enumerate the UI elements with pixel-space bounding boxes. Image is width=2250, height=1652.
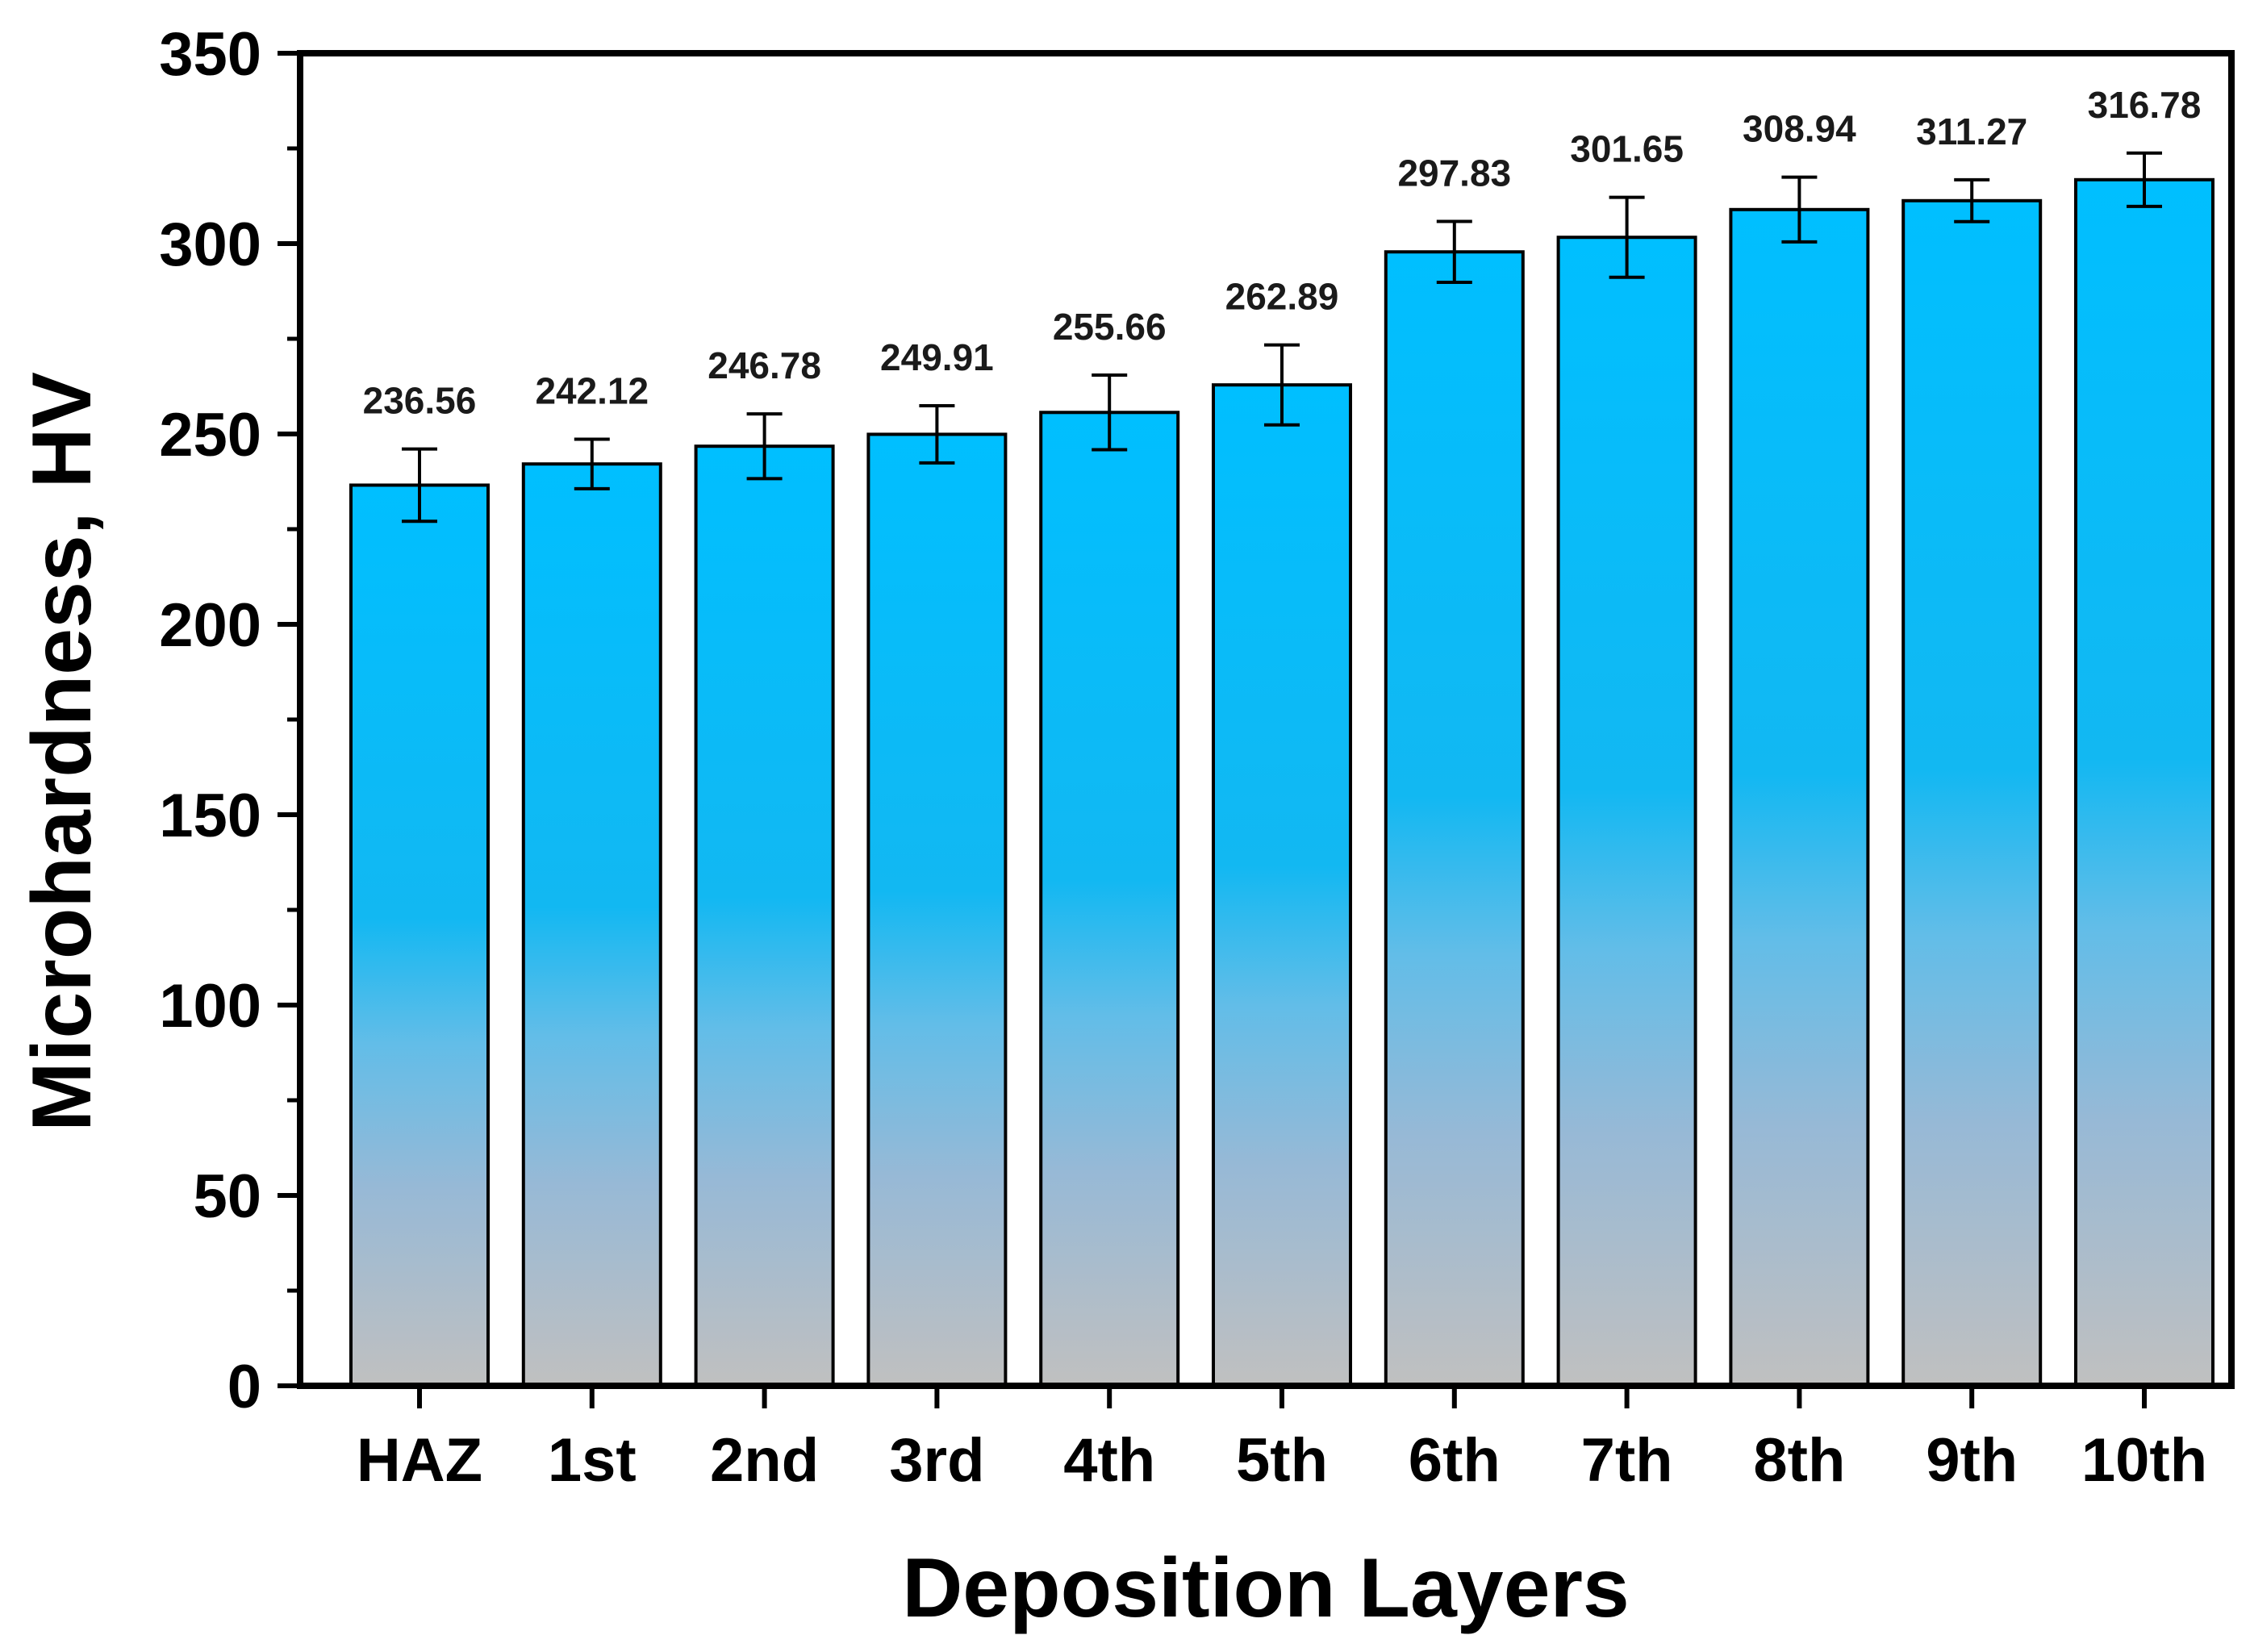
- bar-9th: [1901, 198, 2043, 1388]
- error-bar-1st: [574, 437, 610, 490]
- y-tick-label-50: 50: [193, 1162, 261, 1231]
- error-bar-10th: [2127, 151, 2162, 208]
- data-labels-layer: 236.56 242.12 246.78 249.91 255.66 262.89 297.…: [363, 84, 2202, 422]
- data-label-haz: 236.56: [363, 380, 477, 422]
- error-bar-6th: [1436, 219, 1472, 285]
- y-tick-label-350: 350: [159, 20, 261, 89]
- x-tick-label-2nd: 2nd: [710, 1426, 819, 1495]
- error-bar-2nd: [746, 412, 783, 481]
- x-tick-label-haz: HAZ: [357, 1426, 482, 1495]
- x-tick-label-1st: 1st: [548, 1426, 637, 1495]
- error-bar-9th: [1954, 177, 1990, 223]
- error-bar-7th: [1609, 195, 1645, 279]
- error-bar-5th: [1264, 343, 1300, 427]
- error-bar-haz: [402, 447, 437, 524]
- x-axis-title: Deposition Layers: [902, 1541, 1630, 1635]
- bar-4th: [1039, 411, 1180, 1387]
- bar-2nd: [694, 444, 835, 1388]
- data-label-5th: 262.89: [1225, 276, 1339, 318]
- error-bar-3rd: [919, 404, 955, 465]
- y-tick-label-100: 100: [159, 972, 261, 1041]
- y-tick-label-0: 0: [228, 1353, 261, 1421]
- y-tick-label-250: 250: [159, 401, 261, 469]
- data-label-10th: 316.78: [2088, 84, 2202, 126]
- x-tick-label-5th: 5th: [1236, 1426, 1328, 1495]
- x-tick-label-7th: 7th: [1581, 1426, 1673, 1495]
- bar-1st: [521, 462, 662, 1387]
- bar-6th: [1384, 250, 1525, 1387]
- bar-10th: [2074, 177, 2215, 1388]
- data-label-8th: 308.94: [1743, 108, 1856, 150]
- data-label-7th: 301.65: [1570, 128, 1684, 170]
- x-tick-label-8th: 8th: [1753, 1426, 1845, 1495]
- bars-layer: [349, 177, 2215, 1388]
- y-axis-title: Microhardness, HV: [15, 372, 109, 1132]
- bar-3rd: [866, 432, 1008, 1387]
- error-bar-4th: [1092, 373, 1128, 452]
- x-tick-label-9th: 9th: [1926, 1426, 2018, 1495]
- y-axis: 0 50 100 150 200 250 300 350: [159, 20, 300, 1421]
- data-label-9th: 311.27: [1916, 111, 2027, 152]
- bar-5th: [1212, 383, 1352, 1388]
- x-tick-label-4th: 4th: [1063, 1426, 1155, 1495]
- x-tick-label-3rd: 3rd: [889, 1426, 984, 1495]
- y-tick-label-150: 150: [159, 782, 261, 850]
- y-tick-label-200: 200: [159, 591, 261, 660]
- data-label-1st: 242.12: [535, 370, 649, 412]
- data-label-4th: 255.66: [1053, 306, 1167, 348]
- bar-haz: [349, 483, 490, 1388]
- bar-8th: [1729, 207, 1870, 1387]
- data-label-6th: 297.83: [1397, 152, 1511, 194]
- bar-7th: [1556, 236, 1697, 1387]
- data-label-3rd: 249.91: [880, 336, 994, 378]
- x-tick-label-6th: 6th: [1409, 1426, 1501, 1495]
- error-bar-8th: [1781, 175, 1818, 244]
- y-tick-label-300: 300: [159, 211, 261, 279]
- x-axis: HAZ 1st 2nd 3rd 4th 5th 6th 7th 8th 9th 10th: [357, 1386, 2207, 1495]
- x-tick-label-10th: 10th: [2081, 1426, 2207, 1495]
- error-bars-layer: [402, 151, 2162, 524]
- data-label-2nd: 246.78: [708, 344, 821, 386]
